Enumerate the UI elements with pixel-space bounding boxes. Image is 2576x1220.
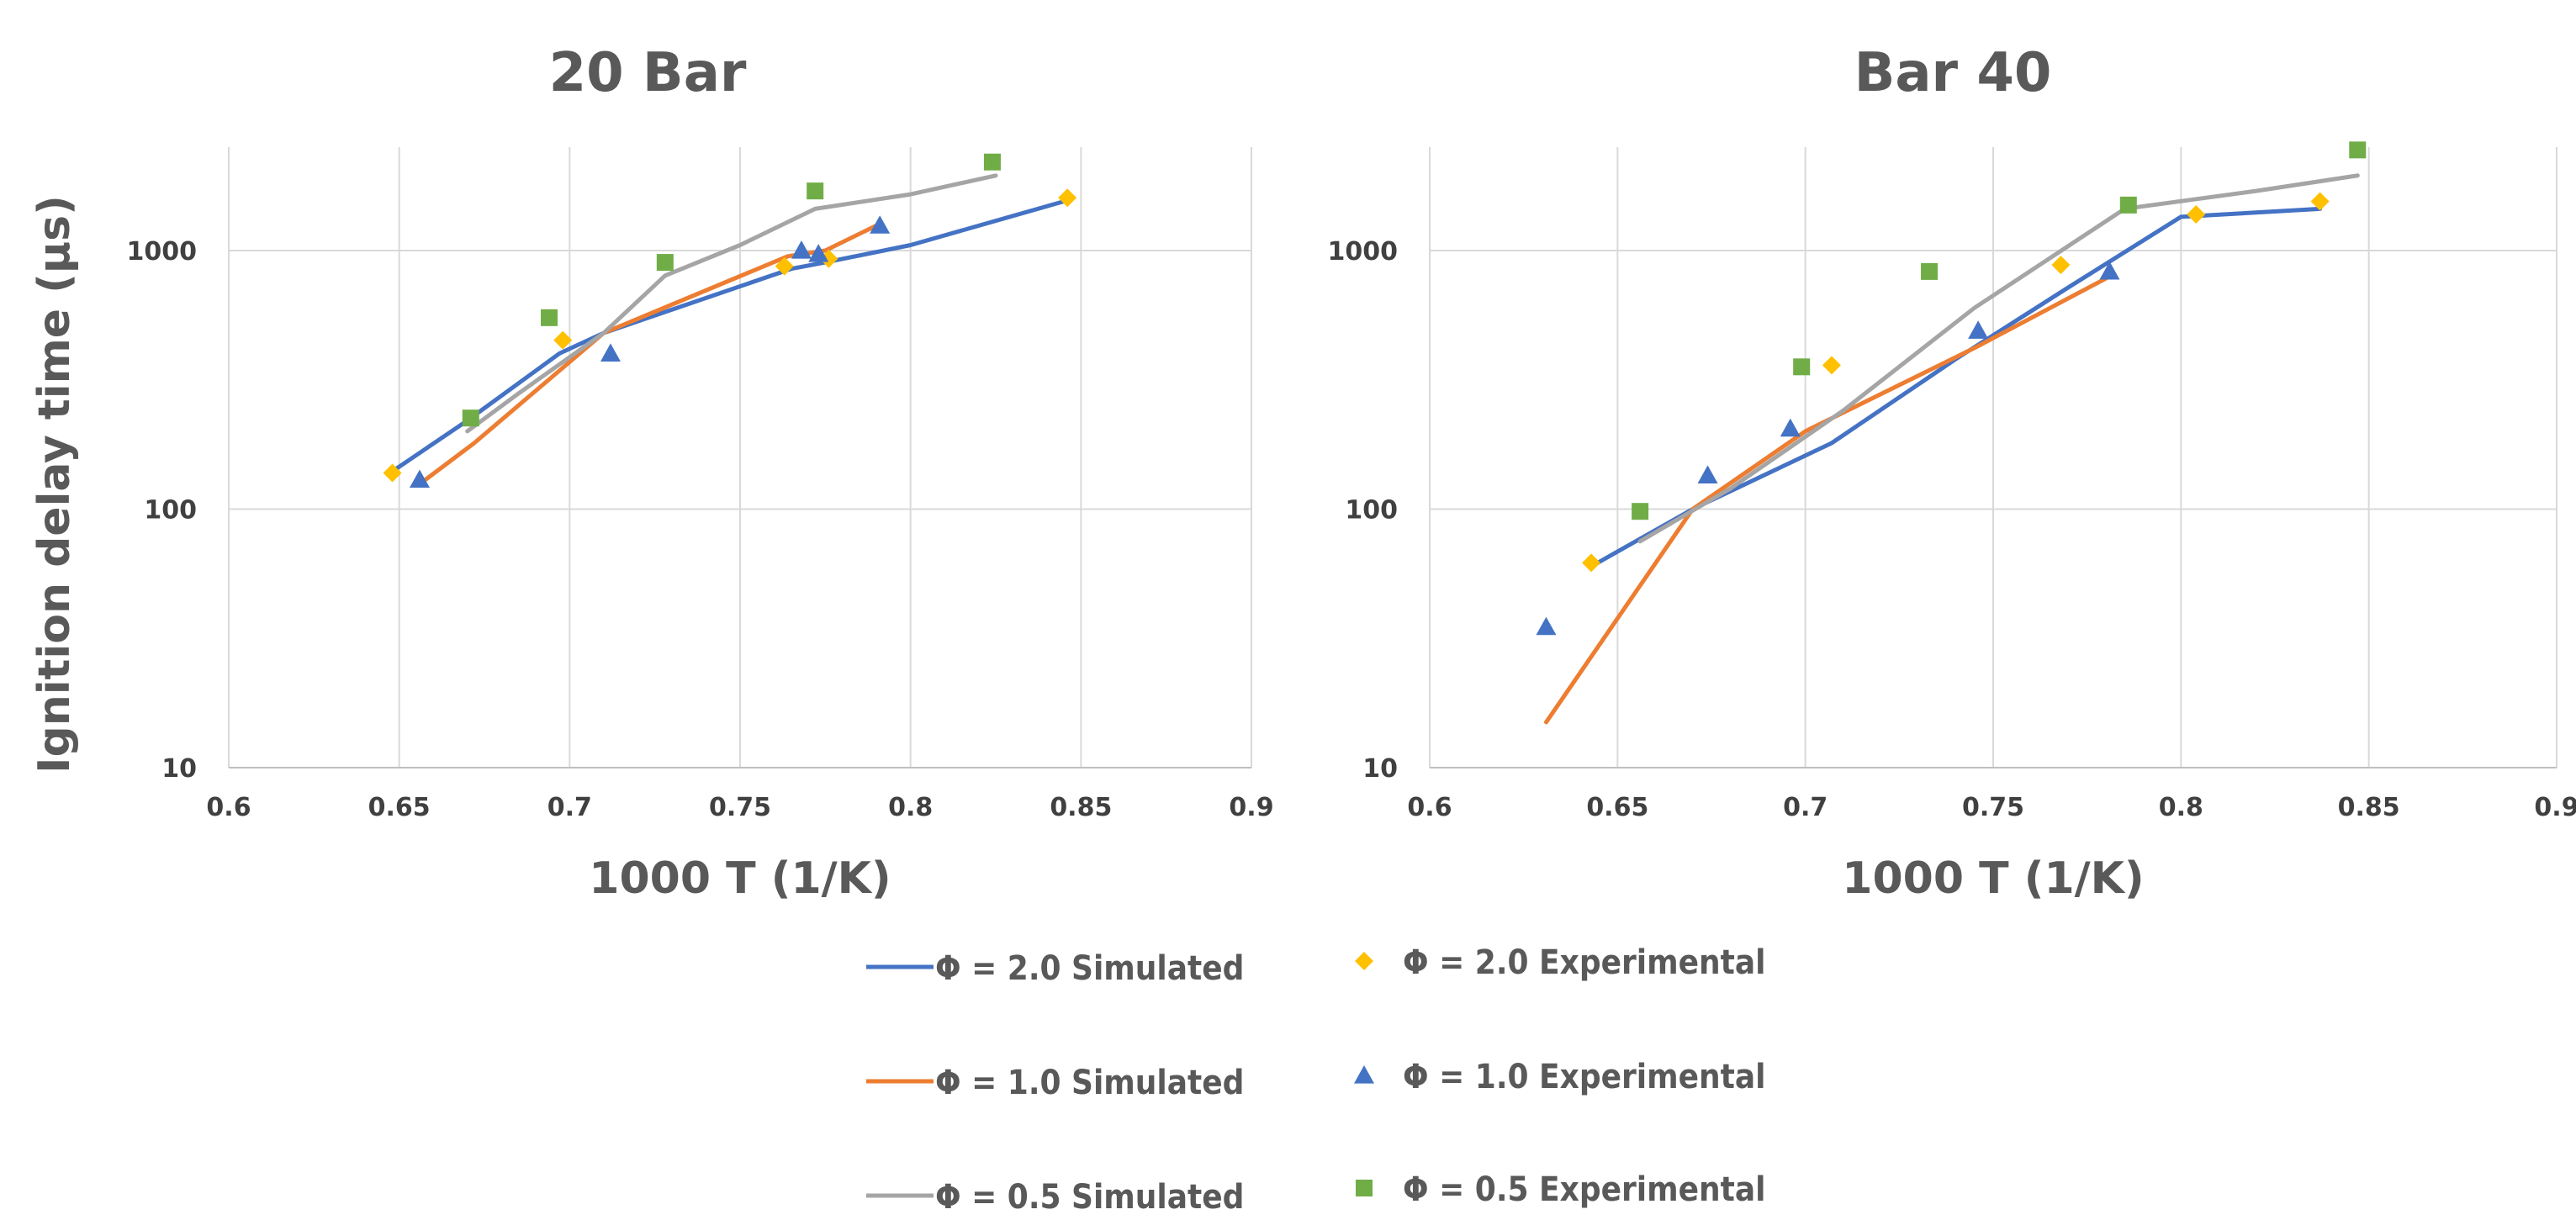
x-tick-label: 0.75 bbox=[1962, 793, 2024, 822]
data-point bbox=[1968, 320, 1988, 339]
legend-item: Φ = 0.5 Simulated bbox=[866, 1178, 1244, 1216]
legend-item: Φ = 1.0 Experimental bbox=[1354, 1058, 1765, 1096]
x-tick-label: 0.8 bbox=[2159, 793, 2203, 822]
legend-swatch-marker bbox=[1355, 952, 1373, 970]
data-point bbox=[541, 309, 558, 326]
series-line bbox=[1547, 278, 2107, 722]
x-axis-title: 1000 T (1/K) bbox=[1842, 853, 2144, 904]
data-point bbox=[1921, 263, 1938, 280]
series-line-0 bbox=[393, 202, 1065, 472]
data-point bbox=[2187, 205, 2205, 224]
series-line-0 bbox=[1591, 209, 2320, 566]
y-tick-label: 1000 bbox=[1328, 237, 1399, 267]
x-tick-label: 0.9 bbox=[2534, 793, 2576, 822]
data-point bbox=[657, 254, 674, 271]
series-line bbox=[1640, 176, 2357, 541]
legend-label: Φ = 0.5 Simulated bbox=[935, 1178, 1244, 1216]
x-tick-label: 0.7 bbox=[547, 793, 592, 822]
data-point bbox=[1536, 617, 1556, 636]
data-point bbox=[870, 215, 890, 234]
data-point bbox=[1822, 356, 1841, 374]
legend-item: Φ = 2.0 Simulated bbox=[866, 949, 1244, 988]
legend-item: Φ = 0.5 Experimental bbox=[1356, 1170, 1765, 1209]
chart-title-1: 20 Bar bbox=[549, 42, 747, 104]
series-line-2 bbox=[1640, 176, 2357, 541]
x-tick-label: 0.6 bbox=[1407, 793, 1452, 822]
legend-label: Φ = 0.5 Experimental bbox=[1403, 1170, 1765, 1209]
data-point bbox=[2051, 256, 2070, 274]
data-point bbox=[1780, 419, 1801, 437]
series-line bbox=[1591, 209, 2320, 566]
x-tick-label: 0.65 bbox=[1586, 793, 1648, 822]
data-point bbox=[2349, 141, 2366, 158]
y-axis-title: Ignition delay time (µs) bbox=[29, 195, 80, 774]
x-tick-label: 0.75 bbox=[709, 793, 771, 822]
legend-item: Φ = 1.0 Simulated bbox=[866, 1064, 1244, 1102]
data-point bbox=[807, 182, 823, 199]
legend-label: Φ = 2.0 Simulated bbox=[935, 949, 1244, 988]
data-point bbox=[2120, 197, 2137, 214]
y-tick-label: 1000 bbox=[127, 237, 198, 267]
series-line-2 bbox=[468, 176, 996, 431]
chart-title-2: Bar 40 bbox=[1854, 42, 2052, 104]
x-tick-label: 0.6 bbox=[206, 793, 251, 822]
x-tick-label: 0.65 bbox=[368, 793, 431, 822]
x-tick-label: 0.85 bbox=[2338, 793, 2400, 822]
series-line bbox=[393, 202, 1065, 472]
y-tick-label: 100 bbox=[1345, 496, 1398, 525]
series-line bbox=[468, 176, 996, 431]
chart-panel-2: Bar 40 0.6 0.65 0.7 0.75 0.8 0.85 0.9 10 100 1000 1… bbox=[1328, 42, 2576, 904]
data-point bbox=[1793, 358, 1810, 375]
chart-panel-1: 20 Bar 0.6 0.65 0.7 0.75 0.8 0.85 0.9 10 100 1000 1… bbox=[29, 42, 1274, 904]
data-point bbox=[1582, 553, 1600, 572]
y-tick-label: 10 bbox=[1362, 754, 1398, 784]
legend-swatch-marker bbox=[1356, 1180, 1373, 1196]
series-triangle-4 bbox=[410, 215, 890, 488]
legend-label: Φ = 1.0 Experimental bbox=[1403, 1058, 1765, 1096]
y-tick-label: 100 bbox=[144, 496, 197, 525]
legend-swatch-marker bbox=[1354, 1065, 1374, 1084]
x-axis-title: 1000 T (1/K) bbox=[589, 853, 891, 904]
series-line-1 bbox=[1547, 278, 2107, 722]
series-diamond-3 bbox=[383, 188, 1077, 482]
x-tick-label: 0.85 bbox=[1050, 793, 1112, 822]
data-point bbox=[984, 154, 1001, 171]
data-point bbox=[791, 240, 812, 259]
legend: Φ = 2.0 Simulated Φ = 2.0 Experimental Φ =… bbox=[866, 943, 1765, 1216]
y-tick-label: 10 bbox=[161, 754, 197, 784]
data-point bbox=[1698, 465, 1718, 483]
x-tick-label: 0.8 bbox=[888, 793, 933, 822]
legend-item: Φ = 2.0 Experimental bbox=[1355, 943, 1765, 982]
legend-label: Φ = 1.0 Simulated bbox=[935, 1064, 1244, 1102]
x-tick-label: 0.9 bbox=[1229, 793, 1273, 822]
data-point bbox=[1632, 503, 1648, 520]
series-diamond-3 bbox=[1582, 192, 2330, 572]
data-point bbox=[463, 409, 479, 426]
legend-label: Φ = 2.0 Experimental bbox=[1403, 943, 1765, 982]
x-tick-label: 0.7 bbox=[1783, 793, 1828, 822]
data-point bbox=[600, 343, 621, 362]
